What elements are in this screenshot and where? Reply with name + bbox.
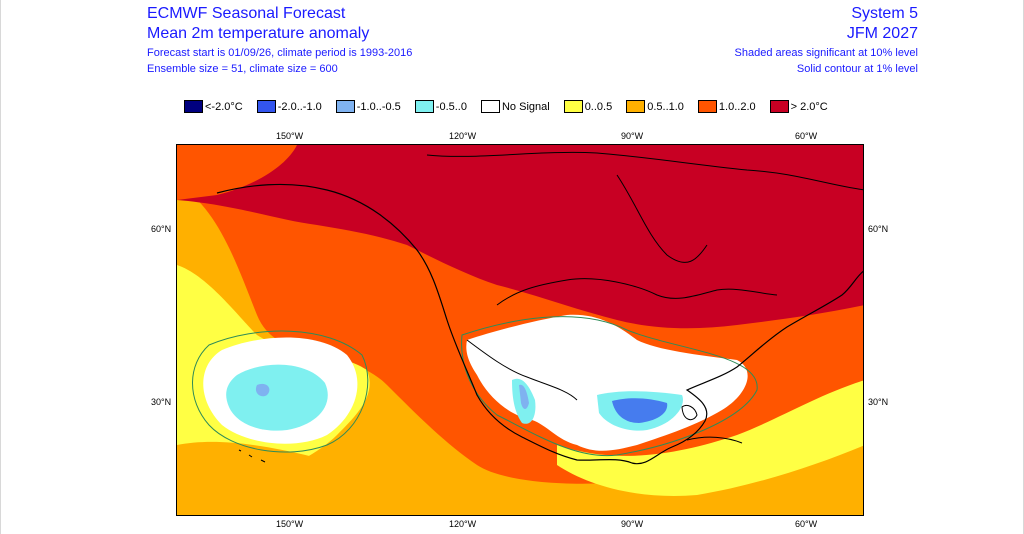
- legend-label: No Signal: [501, 100, 550, 113]
- contour-1pct-north-america: [461, 316, 758, 457]
- legend-label: 0..0.5: [584, 100, 613, 113]
- legend-swatch: [626, 100, 646, 113]
- lon-tick-top: 120°W: [449, 131, 477, 141]
- legend-item: <-2.0°C: [184, 100, 243, 113]
- coastline-arctic: [426, 151, 863, 191]
- field-no-signal-north-america: [466, 314, 748, 451]
- legend-item: -2.0..-1.0: [256, 100, 322, 113]
- color-legend: <-2.0°C -2.0..-1.0 -1.0..-0.5 -0.5..0 No…: [184, 100, 828, 113]
- period-label: JFM 2027: [846, 25, 918, 42]
- legend-label: -0.5..0: [435, 100, 467, 113]
- field-moderate-warm: [177, 185, 863, 515]
- field-cool-spot-pacific: [255, 383, 270, 397]
- anomaly-map: [176, 144, 864, 516]
- forecast-info-line1: Forecast start is 01/09/26, climate peri…: [147, 47, 413, 59]
- system-label: System 5: [851, 5, 918, 22]
- field-moderate-south: [177, 441, 531, 515]
- contour-1pct-pacific: [192, 330, 369, 453]
- lat-tick-right: 30°N: [868, 397, 889, 407]
- field-alaska-edge: [177, 145, 297, 200]
- legend-swatch: [335, 100, 355, 113]
- legend-item: > 2.0°C: [769, 100, 828, 113]
- legend-label: -1.0..-0.5: [356, 100, 401, 113]
- legend-label: -2.0..-1.0: [277, 100, 322, 113]
- legend-swatch: [480, 100, 500, 113]
- field-cool-gulf: [612, 398, 668, 423]
- lon-tick-bottom: 120°W: [449, 519, 477, 529]
- legend-label: > 2.0°C: [790, 100, 828, 113]
- border-us-canada: [496, 278, 778, 306]
- figure-title: ECMWF Seasonal Forecast: [147, 5, 346, 22]
- legend-swatch: [563, 100, 583, 113]
- field-slight-cool-pacific: [226, 364, 328, 431]
- legend-swatch: [769, 100, 789, 113]
- coastline-north-america: [216, 183, 863, 465]
- anomaly-map-svg: [177, 145, 863, 515]
- lat-tick-right: 60°N: [868, 224, 889, 234]
- lon-tick-bottom: 150°W: [276, 519, 304, 529]
- legend-swatch: [697, 100, 717, 113]
- legend-item: 1.0..2.0: [697, 100, 756, 113]
- figure-subtitle: Mean 2m temperature anomaly: [147, 25, 370, 42]
- lat-tick-left: 30°N: [151, 397, 172, 407]
- legend-item: 0.5..1.0: [626, 100, 684, 113]
- border-us-mexico: [466, 339, 578, 401]
- legend-label: <-2.0°C: [205, 100, 243, 113]
- legend-item: -0.5..0: [414, 100, 467, 113]
- forecast-info-line2: Ensemble size = 51, climate size = 600: [147, 63, 338, 75]
- field-weak-warm-south: [557, 380, 863, 496]
- legend-swatch: [256, 100, 276, 113]
- legend-swatch: [414, 100, 434, 113]
- legend-item: -1.0..-0.5: [335, 100, 401, 113]
- lat-tick-left: 60°N: [151, 224, 172, 234]
- lon-tick-bottom: 60°W: [795, 519, 818, 529]
- contour-note: Solid contour at 1% level: [796, 63, 918, 75]
- lon-tick-top: 150°W: [276, 131, 304, 141]
- coastline-hawaii: [238, 449, 266, 463]
- legend-swatch: [184, 100, 203, 113]
- lon-tick-top: 90°W: [621, 131, 644, 141]
- field-strong-warm-north: [177, 145, 863, 329]
- field-cool-mexico: [519, 384, 529, 409]
- significance-note: Shaded areas significant at 10% level: [734, 47, 918, 59]
- lon-tick-bottom: 90°W: [621, 519, 644, 529]
- lon-tick-top: 60°W: [795, 131, 818, 141]
- legend-label: 0.5..1.0: [647, 100, 684, 113]
- coastline-cuba: [686, 436, 743, 444]
- legend-item: No Signal: [480, 100, 550, 113]
- coastline-hudson-bay: [616, 174, 708, 263]
- legend-label: 1.0..2.0: [718, 100, 756, 113]
- coastline-florida: [681, 404, 698, 421]
- legend-item: 0..0.5: [563, 100, 613, 113]
